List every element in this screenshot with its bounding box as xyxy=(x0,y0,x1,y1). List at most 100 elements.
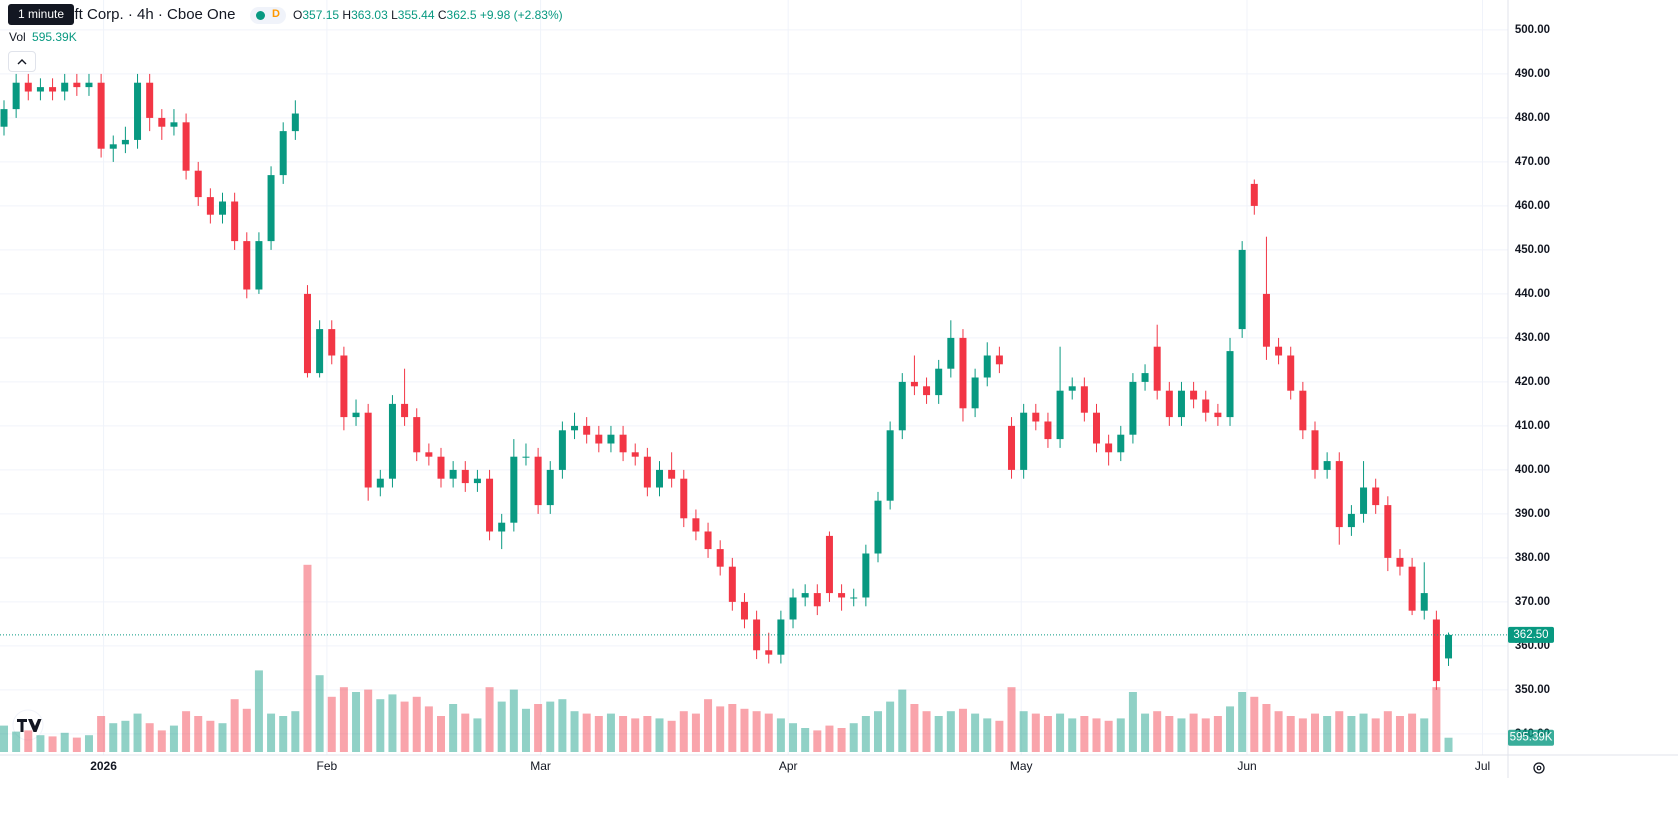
volume-bar xyxy=(157,730,166,752)
candle-body xyxy=(995,355,1003,365)
volume-bar xyxy=(946,711,955,752)
candle-body xyxy=(947,337,955,369)
volume-bar xyxy=(873,711,882,752)
candle-body xyxy=(692,518,700,532)
candle-body xyxy=(1177,390,1185,418)
candle-body xyxy=(1226,351,1234,418)
y-tick-label: 410.00 xyxy=(1515,420,1550,432)
volume-bar xyxy=(352,692,361,752)
volume-bar xyxy=(886,701,895,752)
candle-body xyxy=(206,197,214,215)
ohlc-label: H xyxy=(342,8,352,22)
candle-body xyxy=(923,386,931,396)
candle-body xyxy=(1165,390,1173,418)
volume-bar xyxy=(1286,716,1295,752)
candle-body xyxy=(983,355,991,378)
volume-bar xyxy=(509,689,518,752)
volume-bar xyxy=(437,716,446,752)
candle-body xyxy=(388,403,396,479)
symbol-title[interactable]: Microsoft Corp. · 4h · Cboe One xyxy=(22,6,236,23)
volume-bar xyxy=(497,701,506,752)
volume-title: Vol xyxy=(9,30,26,44)
candle-body xyxy=(510,456,518,523)
volume-bar xyxy=(109,723,118,752)
y-tick-label: 350.00 xyxy=(1515,684,1550,696)
volume-bar xyxy=(619,716,628,752)
volume-bar xyxy=(400,701,409,752)
candle-body xyxy=(874,500,882,554)
volume-bar xyxy=(412,696,421,752)
volume-bar xyxy=(995,720,1004,752)
volume-bar xyxy=(764,713,773,752)
candle-body xyxy=(1287,355,1295,391)
volume-bar xyxy=(789,723,798,752)
candle-body xyxy=(1420,593,1428,611)
volume-bar xyxy=(1189,713,1198,752)
y-tick-label: 430.00 xyxy=(1515,332,1550,344)
candle-body xyxy=(182,122,190,171)
candle-body xyxy=(328,329,336,356)
volume-bar xyxy=(72,737,81,752)
candle-body xyxy=(1384,505,1392,558)
volume-bar xyxy=(230,699,239,752)
x-tick-label: Feb xyxy=(317,759,338,773)
volume-bar xyxy=(12,731,21,752)
volume-bar xyxy=(1444,737,1453,752)
volume-value-label: 595.39K xyxy=(1510,732,1553,744)
collapse-button[interactable] xyxy=(8,51,36,72)
last-price-label: 362.50 xyxy=(1513,629,1548,641)
volume-value: 595.39K xyxy=(32,30,77,44)
candle-body xyxy=(1008,425,1016,470)
volume-bar xyxy=(861,716,870,752)
caret-icon xyxy=(17,58,27,65)
volume-bar xyxy=(121,720,130,752)
volume-bar xyxy=(1201,718,1210,752)
candle-body xyxy=(1080,386,1088,413)
candle-body xyxy=(522,456,530,458)
market-status-dot xyxy=(256,11,265,20)
volume-bar xyxy=(279,716,288,752)
volume-bar xyxy=(558,699,567,752)
candle-body xyxy=(777,619,785,655)
volume-bar xyxy=(1043,716,1052,752)
candle-body xyxy=(595,434,603,444)
candle-body xyxy=(546,469,554,506)
candle-body xyxy=(850,597,858,599)
volume-bar xyxy=(1177,718,1186,752)
candle-body xyxy=(437,456,445,479)
candle-body xyxy=(473,478,481,484)
volume-bar xyxy=(1116,718,1125,752)
volume-bar xyxy=(388,694,397,752)
volume-bar xyxy=(582,713,591,752)
volume-bar xyxy=(1031,713,1040,752)
candle-body xyxy=(219,201,227,215)
volume-bar xyxy=(1104,720,1113,752)
candle-body xyxy=(910,381,918,387)
volume-bar xyxy=(801,728,810,752)
ohlc-value: 355.44 xyxy=(397,8,435,22)
volume-bar xyxy=(1298,718,1307,752)
candle-body xyxy=(0,109,8,127)
volume-bar xyxy=(24,730,33,752)
candle-body xyxy=(85,82,93,88)
candle-body xyxy=(1311,430,1319,470)
candle-body xyxy=(97,82,105,149)
volume-bar xyxy=(1371,718,1380,752)
candle-body xyxy=(631,452,639,457)
candle-body xyxy=(49,87,57,92)
y-tick-label: 440.00 xyxy=(1515,288,1550,300)
candle-body xyxy=(461,469,469,484)
candle-body xyxy=(1335,461,1343,528)
volume-bar xyxy=(315,675,324,752)
ohlc-value: 357.15 xyxy=(302,8,340,22)
candle-body xyxy=(158,117,166,127)
candle-body xyxy=(740,601,748,620)
candle-body xyxy=(340,355,348,418)
candle-body xyxy=(73,82,81,88)
candle-body xyxy=(1323,461,1331,470)
volume-bar xyxy=(1274,711,1283,752)
candle-body xyxy=(1445,634,1453,659)
settings-icon[interactable] xyxy=(1533,762,1545,774)
volume-bar xyxy=(449,704,458,752)
candle-body xyxy=(61,82,69,92)
